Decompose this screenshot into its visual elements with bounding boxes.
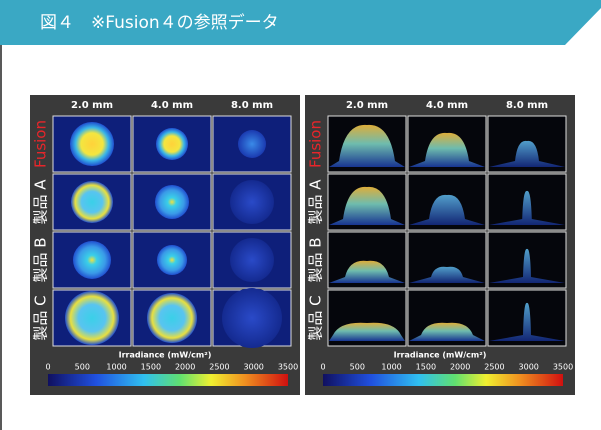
beam-spot [70,122,114,166]
beam-profile [329,260,405,283]
colorbar-tick-label: 2500 [209,363,229,372]
colorbar-tick-label: 3500 [553,363,573,372]
colorbar-title: Irradiance (mW/cm²) [119,351,212,360]
colorbar-tick-label: 3000 [519,363,539,372]
colorbar-tick-label: 2000 [175,363,195,372]
colorbar-tick-label: 500 [75,363,90,372]
header-bar [0,0,601,45]
beam-profile [329,186,405,225]
colorbar-tick-label: 500 [350,363,365,372]
beam-profile [329,124,405,167]
column-label: 4.0 mm [426,100,468,111]
colorbar-tick-label: 1500 [141,363,161,372]
header-title: 図４ ※Fusion４の参照データ [40,12,279,33]
colorbar [48,374,288,386]
beam-spot [157,245,187,275]
beam-spot [222,288,282,348]
row-label: 製品 A [307,179,325,225]
beam-spot [155,185,189,219]
row-label: 製品 C [307,295,325,340]
column-label: 8.0 mm [231,100,273,111]
column-label: 4.0 mm [151,100,193,111]
beam-spot [230,180,274,224]
row-label: 製品 C [32,295,50,340]
column-label: 8.0 mm [506,100,548,111]
beam-profile [489,140,565,167]
colorbar-tick-label: 1000 [106,363,126,372]
beam-profile [409,132,485,167]
colorbar-tick-label: 3000 [244,363,264,372]
beam-profile [409,194,485,225]
row-label: 製品 B [32,237,50,282]
beam-spot [156,128,188,160]
column-label: 2.0 mm [71,100,113,111]
row-label: 製品 A [32,179,50,225]
beam-profile [489,248,565,283]
colorbar-tick-label: 0 [45,363,50,372]
beam-spot [73,241,111,279]
beam-profile [329,322,405,341]
beam-spot [230,238,274,282]
colorbar-tick-label: 3500 [278,363,298,372]
colorbar-tick-label: 1000 [381,363,401,372]
beam-spot [238,130,266,158]
colorbar-title: Irradiance (mW/cm²) [394,351,487,360]
beam-spot [71,181,113,223]
colorbar-tick-label: 0 [320,363,325,372]
colorbar [323,374,563,386]
beam-spot [147,293,197,343]
beam-profile [489,190,565,225]
column-label: 2.0 mm [346,100,388,111]
row-label: 製品 B [307,237,325,282]
colorbar-tick-label: 1500 [416,363,436,372]
row-label: Fusion [307,120,325,168]
beam-profile [409,322,485,341]
beam-spot [65,291,119,345]
colorbar-tick-label: 2000 [450,363,470,372]
beam-profile [489,302,565,341]
row-label: Fusion [32,120,50,168]
beam-profile [409,266,485,283]
colorbar-tick-label: 2500 [484,363,504,372]
